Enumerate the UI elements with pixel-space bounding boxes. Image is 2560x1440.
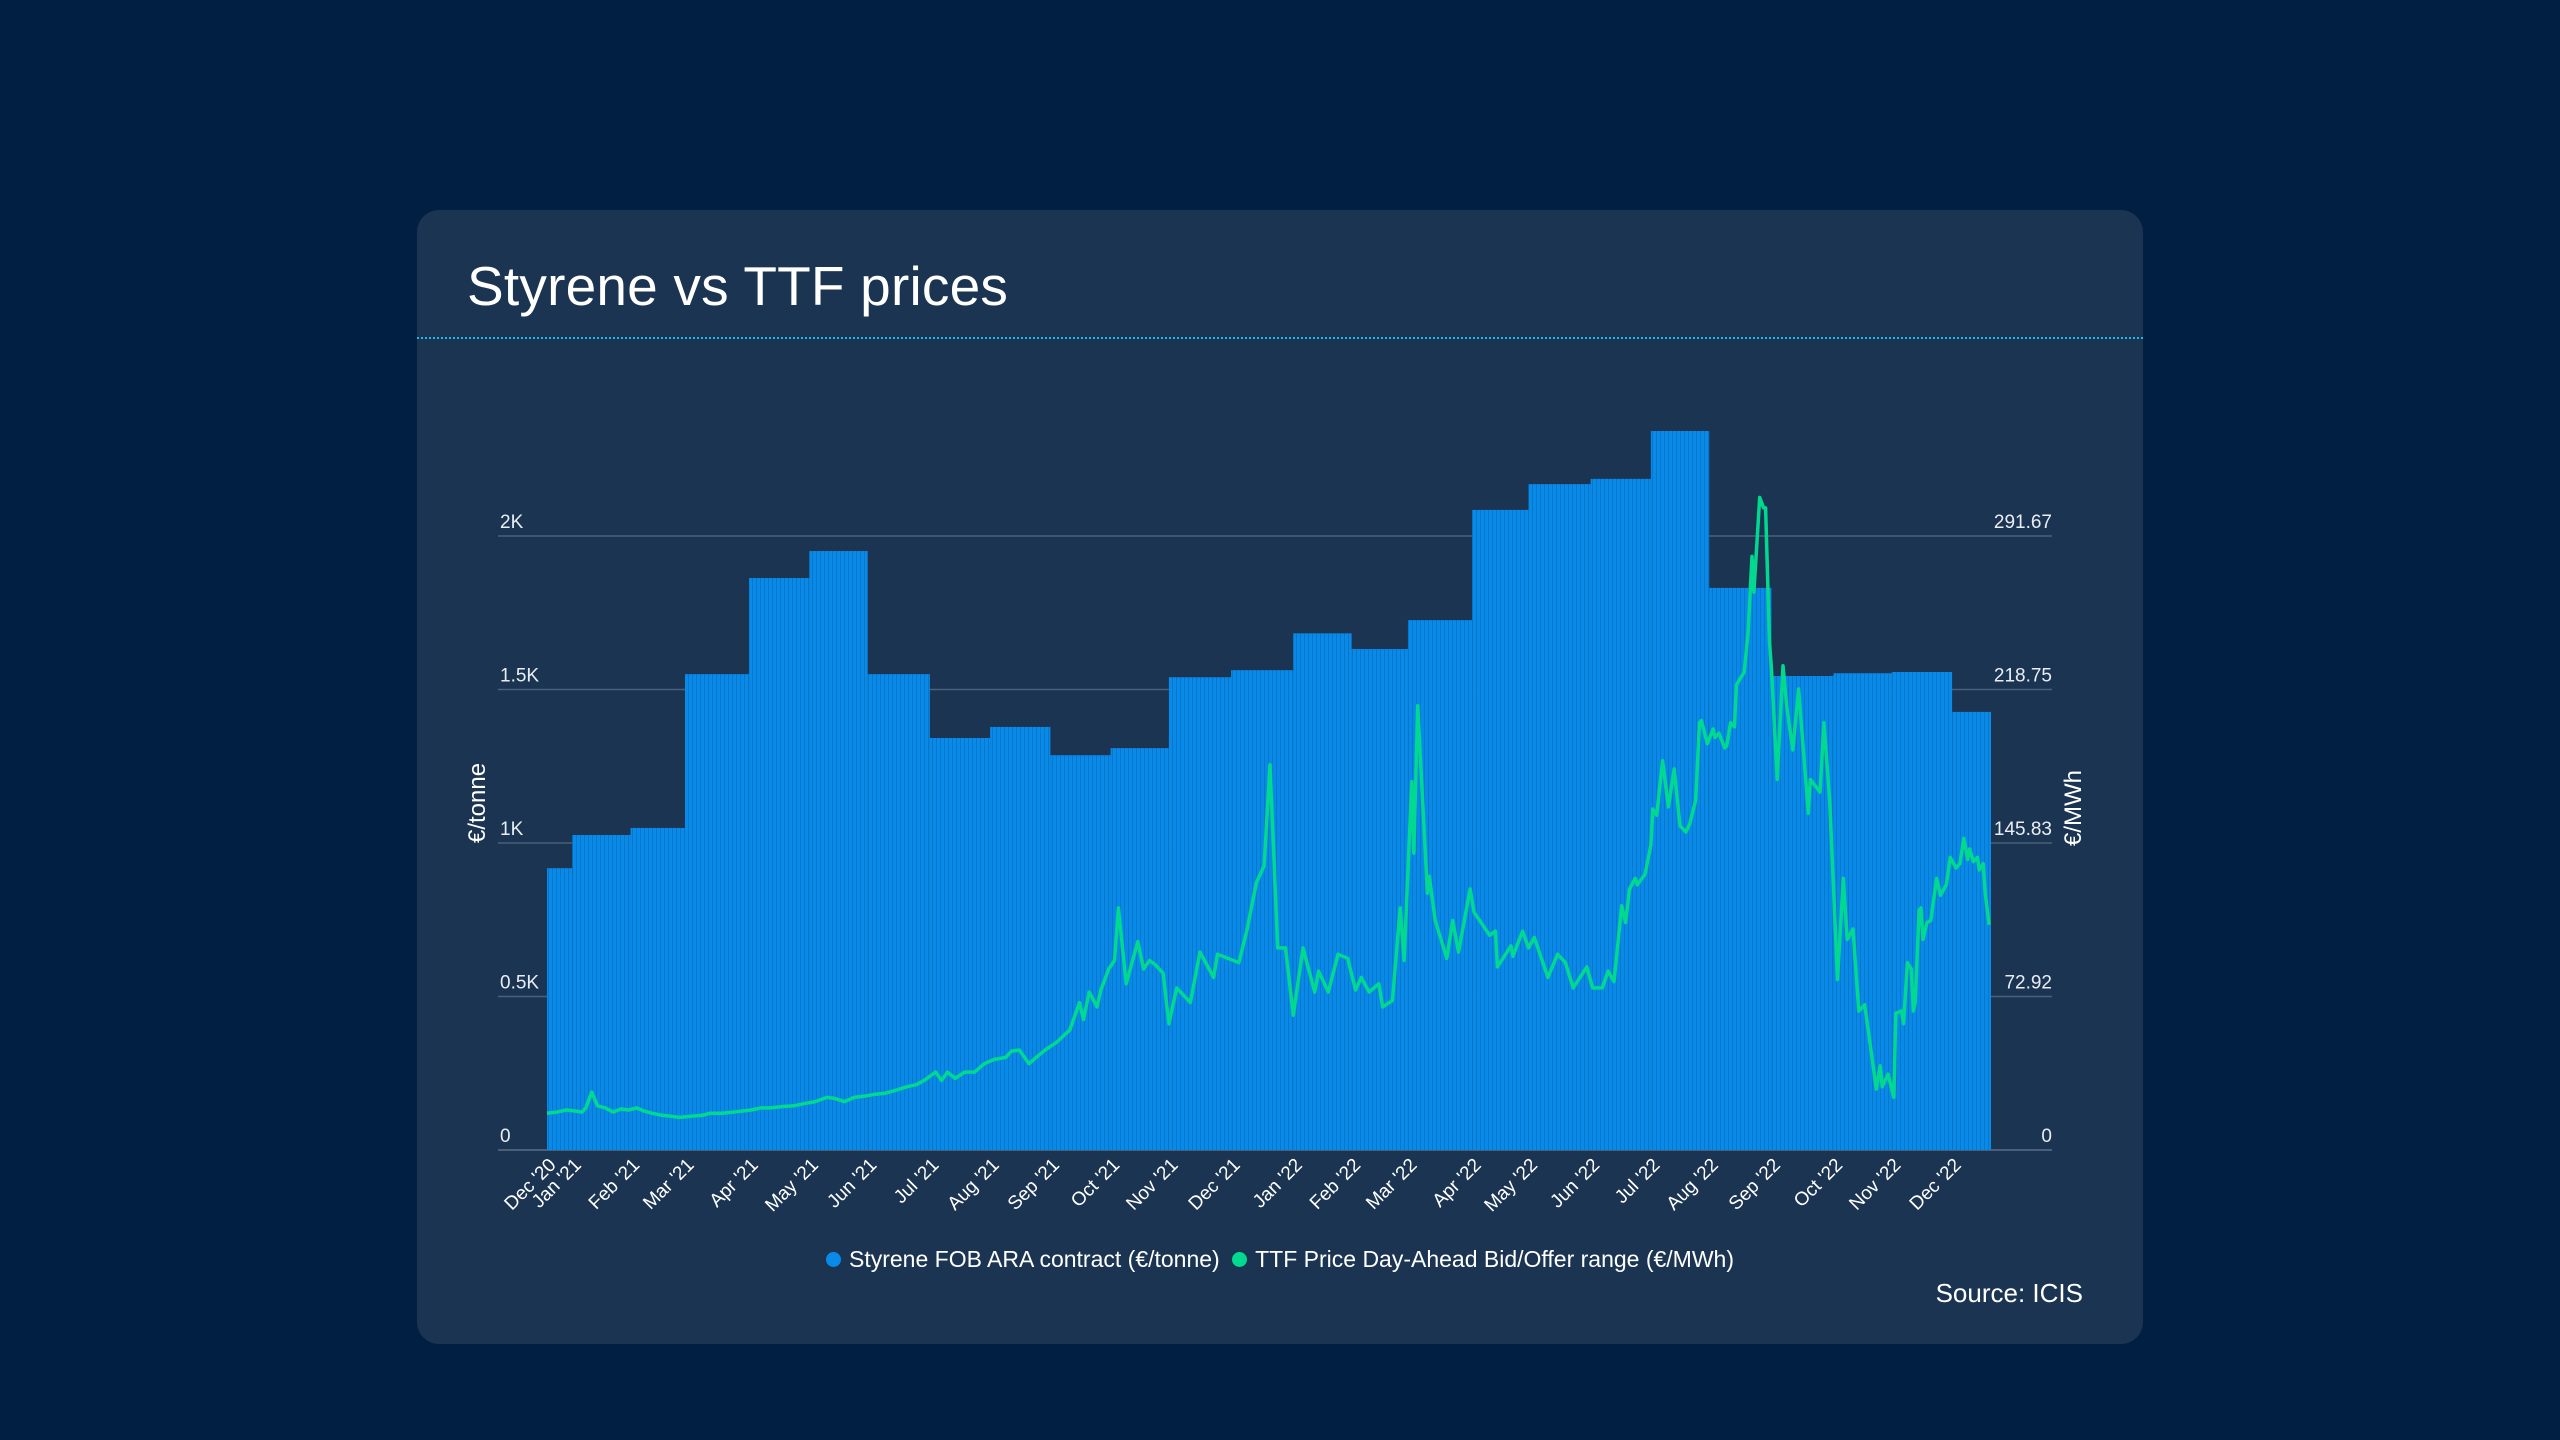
bar-aug-21[interactable] [990,726,1051,1150]
chart-svg: 0 0.5K 1K 1.5K 2K 0 72.92 145.83 218.75 291.67 D… [464,431,2087,1216]
bar-jun-21[interactable] [867,674,930,1150]
x-tick-label: May '21 [761,1155,822,1216]
x-tick-label: Jan '22 [1249,1155,1307,1213]
x-tick-label: Jul '21 [890,1155,943,1208]
source-note: Source: ICIS [1935,1278,2083,1308]
x-tick-label: Aug '21 [944,1155,1004,1215]
x-tick-label: Feb '21 [585,1155,644,1214]
styrene-bars [547,431,1991,1150]
x-tick-label: Oct '22 [1790,1155,1847,1212]
legend-label-styrene: Styrene FOB ARA contract (€/tonne) [848,1246,1220,1272]
x-tick-label: Dec '22 [1906,1155,1966,1215]
x-tick-label: Mar '22 [1362,1155,1421,1214]
y-axis-right-title: €/MWh [2060,770,2087,846]
y-tick-left-label: 0.5K [500,973,539,994]
bar-feb-22[interactable] [1351,648,1408,1150]
bar-nov-21[interactable] [1168,677,1232,1150]
x-tick-label: Mar '21 [639,1155,698,1214]
y-tick-right-label: 72.92 [2004,972,2052,993]
chart-card: Styrene vs TTF prices 0 0.5K 1K 1.5K 2K 0 72.… [417,210,2143,1344]
x-tick-label: Apr '22 [1429,1155,1486,1212]
legend-dot-styrene-icon [825,1252,841,1267]
y-tick-left-label: 0 [500,1126,511,1147]
legend-dot-ttf-icon [1232,1252,1248,1267]
x-tick-label: Aug '22 [1663,1155,1723,1215]
bar-may-22[interactable] [1528,484,1591,1150]
bar-dec-22[interactable] [1952,711,1991,1150]
x-tick-label: Nov '21 [1122,1155,1182,1215]
x-tick-label: Sep '21 [1004,1155,1064,1215]
bar-dec-21[interactable] [1231,670,1294,1150]
bar-dec-20[interactable] [547,868,573,1150]
x-tick-label: Oct '21 [1067,1155,1124,1212]
bar-apr-21[interactable] [749,578,810,1150]
y-tick-right-label: 218.75 [1994,666,2052,687]
x-tick-label: Feb '22 [1306,1155,1365,1214]
legend-label-ttf: TTF Price Day-Ahead Bid/Offer range (€/M… [1255,1246,1734,1272]
x-tick-label: Apr '21 [706,1155,763,1212]
bar-sep-21[interactable] [1050,755,1111,1150]
y-tick-left-label: 1.5K [500,666,539,687]
bar-apr-22[interactable] [1472,509,1529,1150]
legend: Styrene FOB ARA contract (€/tonne) TTF P… [417,1246,2143,1273]
legend-item-styrene[interactable]: Styrene FOB ARA contract (€/tonne) [825,1246,1220,1273]
y-tick-left-label: 1K [500,819,524,840]
x-tick-label: Sep '22 [1725,1155,1785,1215]
y-axis-left-title: €/tonne [464,763,491,843]
x-tick-label: Jun '22 [1546,1155,1604,1213]
bar-may-21[interactable] [809,551,868,1150]
y-tick-right-label: 0 [2041,1126,2052,1147]
bar-aug-22[interactable] [1709,587,1772,1150]
x-tick-label: Dec '21 [1185,1155,1245,1215]
ttf-line[interactable] [546,495,1991,1120]
x-tick-label: May '22 [1481,1155,1542,1216]
y-axis-left: 0 0.5K 1K 1.5K 2K [500,512,539,1147]
y-tick-right-label: 145.83 [1994,819,2052,840]
x-tick-label: Jul '22 [1611,1155,1664,1208]
bar-mar-22[interactable] [1407,620,1473,1150]
y-axis-right: 0 72.92 145.83 218.75 291.67 [1994,512,2052,1147]
chart-title: Styrene vs TTF prices [467,255,1009,317]
bar-jun-22[interactable] [1590,478,1651,1150]
legend-item-ttf[interactable]: TTF Price Day-Ahead Bid/Offer range (€/M… [1232,1246,1734,1273]
bar-feb-21[interactable] [630,827,685,1150]
ttf-line-group [546,495,1991,1120]
bar-jan-22[interactable] [1293,633,1352,1150]
bar-mar-21[interactable] [684,674,750,1150]
x-tick-label: Nov '22 [1845,1155,1905,1215]
title-divider [417,337,2143,339]
x-tick-label: Jun '21 [823,1155,881,1213]
bar-jan-21[interactable] [572,835,631,1150]
y-tick-right-label: 291.67 [1994,512,2052,533]
y-tick-left-label: 2K [500,512,524,533]
bar-jul-21[interactable] [929,738,991,1150]
